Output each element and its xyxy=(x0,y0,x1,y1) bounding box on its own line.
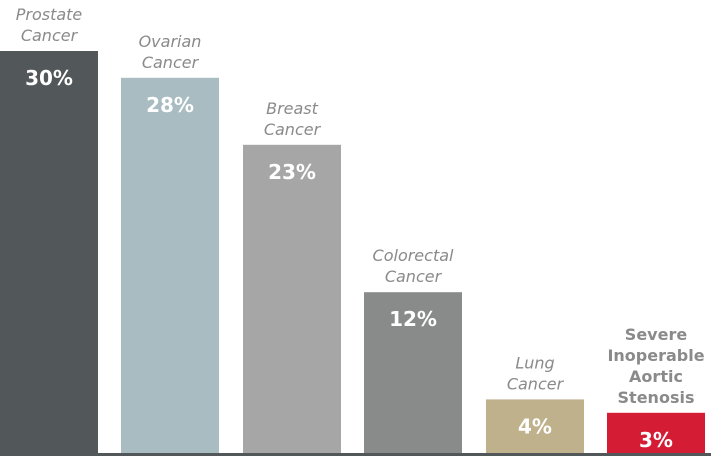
category-label-4-line-1: Cancer xyxy=(507,374,565,393)
value-label-1: 28% xyxy=(146,93,194,117)
value-label-4: 4% xyxy=(518,414,552,438)
category-label-1-line-0: Ovarian xyxy=(139,32,202,51)
bar-1 xyxy=(121,77,219,454)
category-label-2-line-1: Cancer xyxy=(264,120,322,139)
value-label-5: 3% xyxy=(639,428,673,452)
category-label-0-line-0: Prostate xyxy=(16,5,83,24)
category-label-3-line-0: Colorectal xyxy=(373,246,454,265)
value-label-0: 30% xyxy=(25,66,73,90)
labels-group: 30% Prostate Cancer 28% Ovarian Cancer 23% Brea… xyxy=(16,5,705,452)
bar-5 xyxy=(607,412,705,453)
category-label-4-line-0: Lung xyxy=(515,353,554,372)
category-label-5-line-2: Aortic xyxy=(629,367,683,386)
bar-4 xyxy=(486,399,584,453)
value-label-2: 23% xyxy=(268,160,316,184)
category-label-3-line-1: Cancer xyxy=(385,267,443,286)
bar-0 xyxy=(0,51,98,453)
bar-2 xyxy=(243,144,341,454)
x-axis-baseline xyxy=(0,453,711,456)
category-label-5-line-1: Inoperable xyxy=(607,346,704,365)
value-label-3: 12% xyxy=(389,307,437,331)
bars-group xyxy=(0,51,705,454)
bar-3 xyxy=(364,292,462,453)
category-label-2-line-0: Breast xyxy=(266,99,319,118)
category-label-5-line-0: Severe xyxy=(625,325,688,344)
category-label-5-line-3: Stenosis xyxy=(618,388,695,407)
category-label-0-line-1: Cancer xyxy=(21,26,79,45)
category-label-1-line-1: Cancer xyxy=(142,53,200,72)
